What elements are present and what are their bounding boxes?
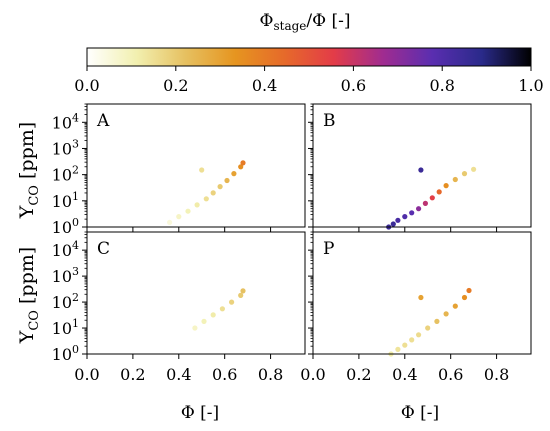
x-axis-label-right: Φ [-] (401, 403, 439, 423)
data-point (436, 189, 442, 195)
x-tick-label: 0.2 (120, 365, 145, 384)
y-tick-label: 101 (52, 317, 79, 338)
plot-frame (86, 103, 306, 228)
data-point (238, 164, 244, 170)
data-point (443, 311, 449, 317)
data-point (466, 287, 472, 294)
data-point (418, 294, 424, 301)
panel-a: A 100 101 102 103 104 (52, 103, 306, 237)
data-point (185, 208, 191, 214)
colorbar-tick-label: 0.0 (74, 76, 99, 95)
y-tick-label: 104 (52, 239, 79, 260)
data-point (240, 160, 246, 166)
data-point (416, 332, 422, 338)
x-tick-label: 0.2 (346, 365, 371, 384)
x-tick-label: 0.8 (484, 365, 509, 384)
data-point (416, 206, 422, 212)
data-point (452, 303, 458, 309)
data-point (422, 200, 428, 206)
data-point (192, 325, 198, 331)
plot-frame (312, 103, 532, 228)
data-point (201, 318, 207, 324)
data-point (224, 177, 230, 184)
data-point (461, 294, 468, 301)
y-tick-label: 103 (52, 137, 79, 158)
x-tick-label: 0.0 (300, 365, 325, 384)
data-point (217, 184, 223, 190)
data-point (210, 190, 216, 196)
y-axis-label-top: YCO [ppm] (16, 122, 42, 219)
x-tick-label: 0.0 (74, 365, 99, 384)
x-axis-label-left: Φ [-] (181, 403, 219, 423)
y-tick-label: 102 (52, 164, 79, 185)
panels: A 100 101 102 103 104 B C 100 101 102 103 104 0.0 0.2 0… (52, 103, 532, 384)
y-tick-label: 100 (52, 216, 79, 237)
data-point (461, 171, 468, 177)
plot-frame (86, 231, 306, 355)
data-point (240, 288, 246, 294)
data-point (429, 195, 435, 201)
panel-p: P 0.0 0.2 0.4 0.6 0.8 (300, 231, 532, 384)
panel-label: P (323, 239, 334, 259)
plot-frame (312, 231, 532, 355)
data-point (390, 221, 396, 227)
data-point (434, 318, 440, 324)
data-point (409, 337, 415, 343)
panel-label: C (97, 239, 110, 259)
panel-c: C 100 101 102 103 104 0.0 0.2 0.4 0.6 0.8 (52, 231, 306, 384)
colorbar-tick-label: 0.8 (429, 76, 454, 95)
colorbar-title: Φstage/Φ [-] (260, 11, 351, 33)
y-axis-label-bottom: YCO [ppm] (16, 247, 42, 344)
data-point (231, 171, 237, 177)
x-tick-label: 0.6 (212, 365, 237, 384)
data-point (471, 166, 477, 172)
data-point (219, 306, 225, 312)
colorbar-tick-label: 0.4 (252, 76, 277, 95)
data-point (395, 346, 401, 352)
data-point (203, 196, 209, 202)
colorbar-ticks: 0.0 0.2 0.4 0.6 0.8 1.0 (74, 66, 544, 95)
x-tick-label: 0.6 (438, 365, 463, 384)
colorbar (86, 47, 532, 67)
data-point (194, 202, 200, 208)
colorbar-tick-label: 0.6 (341, 76, 366, 95)
data-point (425, 325, 431, 331)
data-point (443, 183, 449, 189)
data-point (395, 217, 401, 223)
y-tick-label: 102 (52, 291, 79, 312)
panel-label: B (323, 111, 336, 131)
x-tick-label: 0.8 (258, 365, 283, 384)
y-tick-label: 104 (52, 111, 79, 132)
data-point (402, 342, 408, 348)
data-point (418, 167, 424, 173)
data-point (210, 312, 216, 318)
data-point (176, 214, 182, 220)
data-point (402, 214, 408, 220)
x-tick-label: 0.4 (166, 365, 191, 384)
data-point (199, 167, 205, 173)
y-tick-label: 101 (52, 190, 79, 211)
data-point (229, 299, 235, 305)
colorbar-tick-label: 1.0 (518, 76, 543, 95)
y-tick-label: 100 (52, 343, 79, 364)
data-point (238, 292, 244, 298)
x-tick-label: 0.4 (392, 365, 417, 384)
colorbar-tick-label: 0.2 (163, 76, 188, 95)
data-point (452, 176, 458, 183)
data-point (409, 210, 415, 216)
data-point (167, 219, 173, 225)
panel-b: B (308, 103, 532, 232)
y-tick-label: 103 (52, 265, 79, 286)
panel-label: A (96, 111, 110, 131)
